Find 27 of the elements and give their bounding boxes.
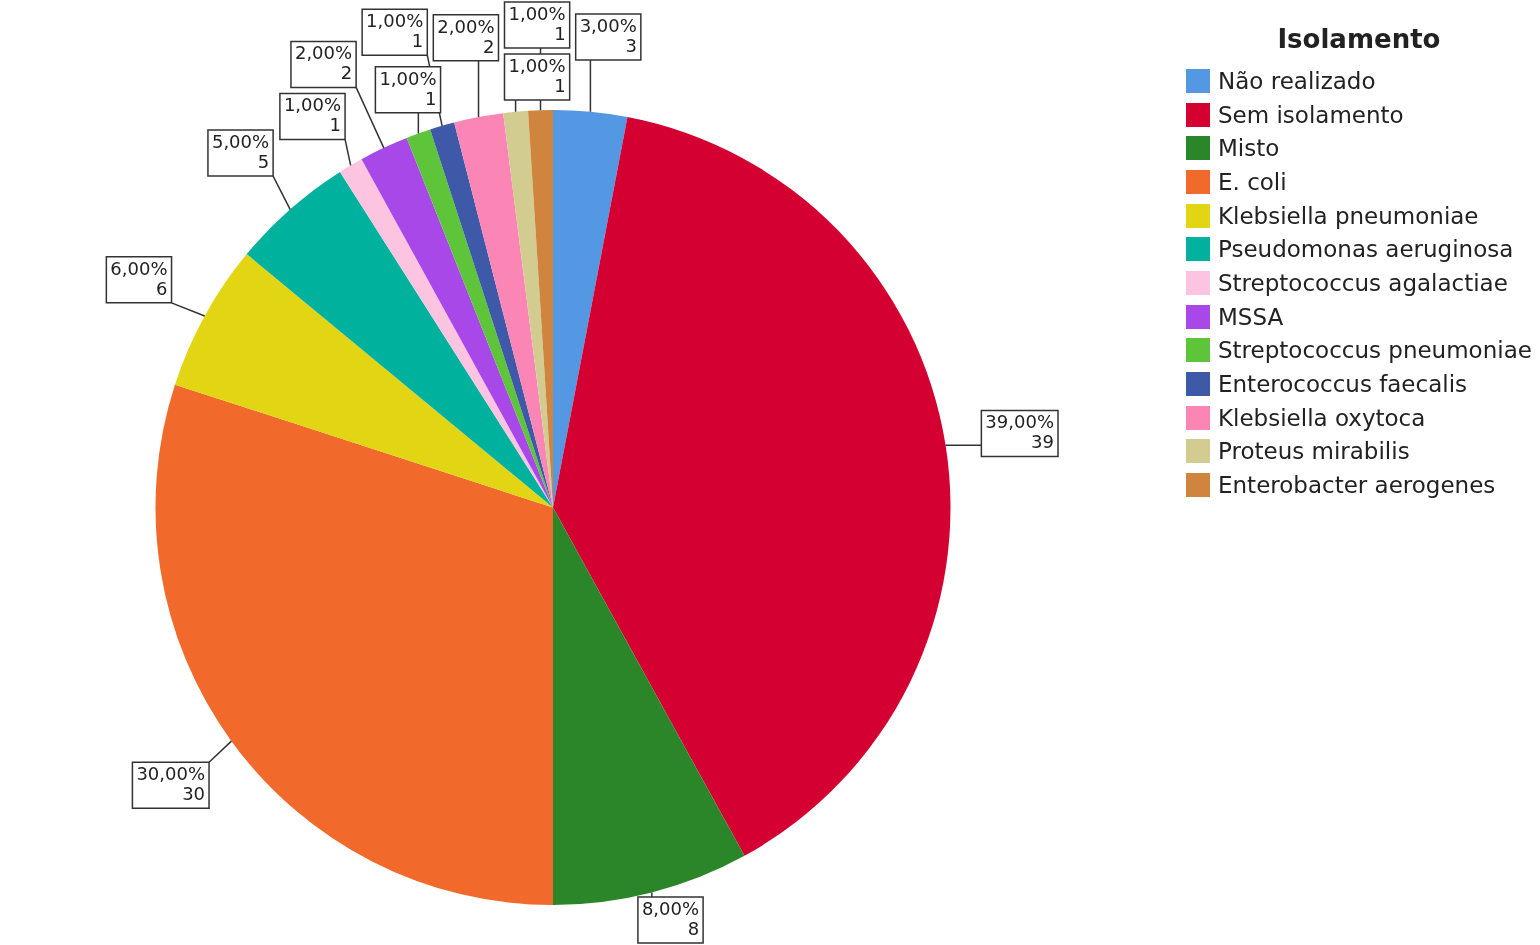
data-label: 6,00% 6 [110, 257, 168, 299]
legend-label: Pseudomonas aeruginosa [1218, 236, 1514, 263]
data-label: 1,00% 1 [508, 2, 566, 44]
data-label: 5,00% 5 [211, 130, 270, 172]
legend-label: Proteus mirabilis [1218, 438, 1410, 465]
data-label: 30,00% 30 [136, 762, 206, 804]
data-label: 1,00% 1 [283, 94, 342, 136]
data-label: 1,00% 1 [379, 67, 437, 109]
legend-label: Enterococcus faecalis [1218, 371, 1468, 398]
data-label: 3,00% 3 [579, 14, 637, 56]
legend-label: Misto [1218, 135, 1280, 162]
legend-label: Enterobacter aerogenes [1218, 472, 1496, 499]
legend-label: Streptococcus pneumoniae [1218, 337, 1532, 364]
legend-label: Não realizado [1218, 67, 1376, 94]
data-label: 1,00% 1 [508, 54, 566, 96]
data-label: 1,00% 1 [366, 10, 424, 52]
legend-label: Sem isolamento [1218, 101, 1404, 128]
data-label: 39,00% 39 [985, 411, 1054, 453]
data-label: 2,00% 2 [437, 15, 495, 57]
legend-label: E. coli [1218, 168, 1287, 195]
legend-title: Isolamento [1276, 24, 1442, 54]
legend-label: MSSA [1218, 303, 1284, 330]
legend-label: Streptococcus agalactiae [1218, 269, 1508, 296]
data-label: 8,00% 8 [641, 897, 700, 939]
legend-label: Klebsiella oxytoca [1218, 404, 1426, 431]
legend-label: Klebsiella pneumoniae [1218, 202, 1479, 229]
data-label: 2,00% 2 [294, 42, 353, 84]
